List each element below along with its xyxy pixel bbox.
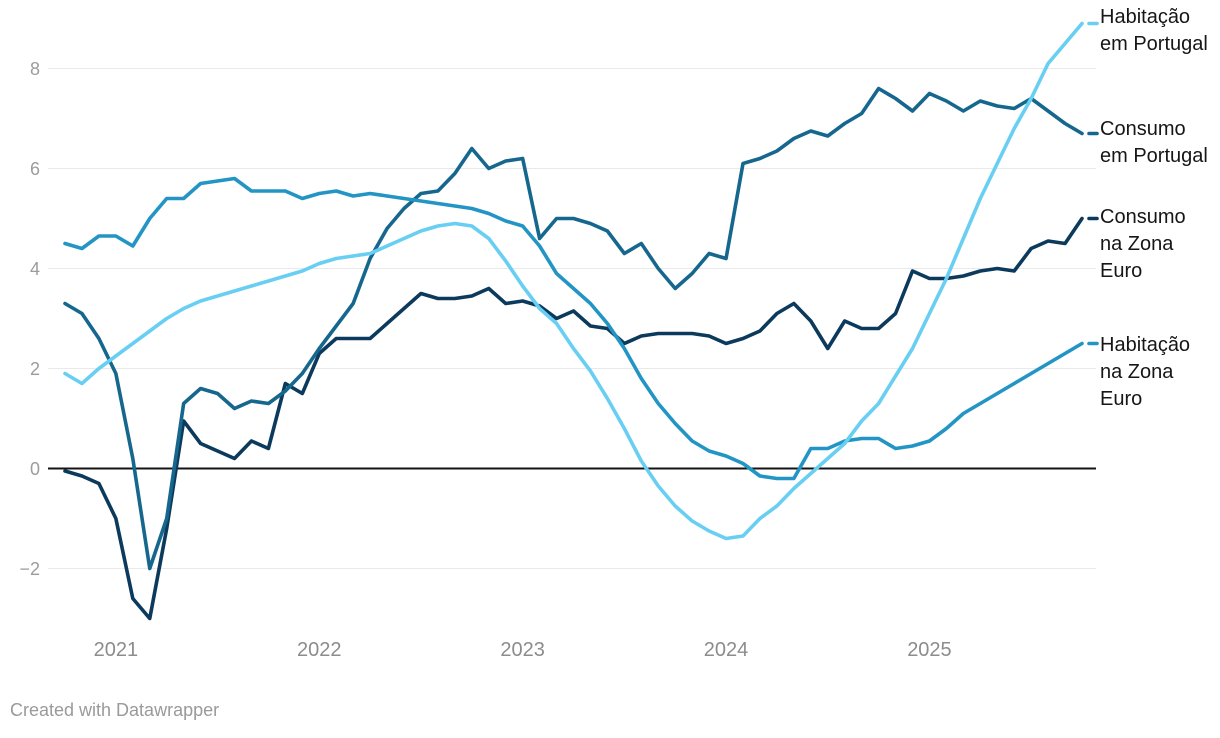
footer-credit: Created with Datawrapper <box>10 700 220 720</box>
legend-label-consumo-portugal: Consumo em Portugal <box>1100 118 1208 167</box>
legend-label-consumo-zona-euro: Consumo na Zona Euro <box>1100 206 1186 282</box>
x-axis-tick-label: 2025 <box>907 639 952 661</box>
legend-label-habitacao-portugal: Habitação em Portugal <box>1100 6 1208 55</box>
series-line <box>63 21 1084 541</box>
series-line <box>63 216 1084 621</box>
y-axis-tick-label: −2 <box>19 559 40 579</box>
y-axis-tick-label: 4 <box>30 259 40 279</box>
y-axis-tick-label: 2 <box>30 359 40 379</box>
y-axis-tick-label: 0 <box>30 459 40 479</box>
legend-label-habitacao-zona-euro: Habitação na Zona Euro <box>1100 334 1191 410</box>
y-axis-tick-label: 6 <box>30 159 40 179</box>
x-axis-tick-label: 2023 <box>500 639 545 661</box>
series-line <box>63 176 1084 481</box>
x-axis-tick-label: 2021 <box>94 639 139 661</box>
y-axis-tick-label: 8 <box>30 59 40 79</box>
x-axis-tick-label: 2022 <box>297 639 342 661</box>
x-axis-tick-label: 2024 <box>704 639 749 661</box>
series-line <box>63 86 1084 571</box>
